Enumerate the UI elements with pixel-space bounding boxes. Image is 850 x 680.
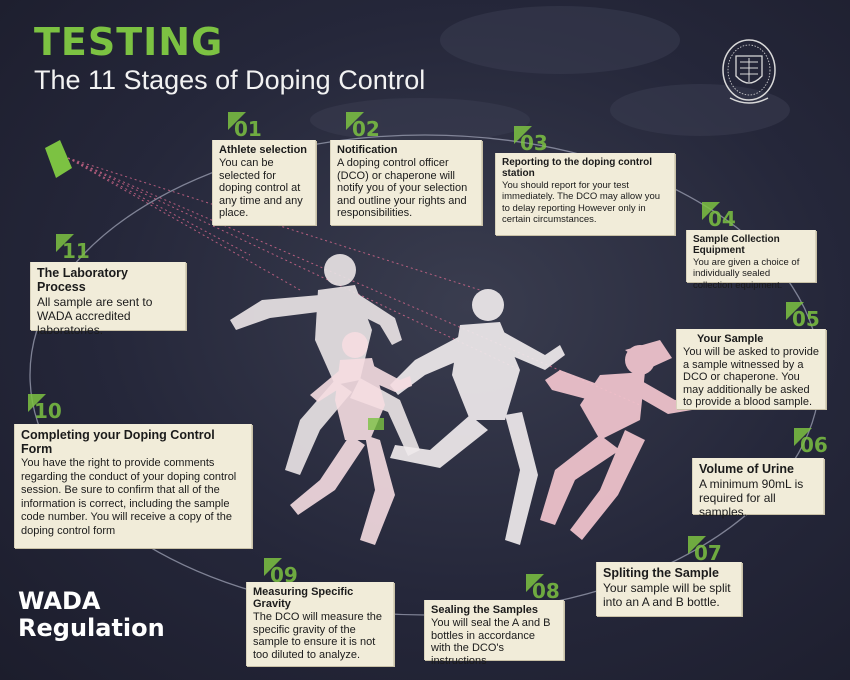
runner-silhouettes — [230, 254, 692, 545]
stage-title: Spliting the Sample — [603, 566, 719, 580]
stage-text: All sample are sent to WADA accredited l… — [37, 295, 153, 337]
stage-text: You have the right to provide comments r… — [21, 457, 237, 537]
stage-title: Athlete selection — [219, 144, 308, 156]
green-flag-icon — [45, 140, 72, 178]
background-clouds — [310, 6, 790, 142]
stage-title: Sample Collection Equipment — [693, 234, 780, 256]
stage-card-laboratory-process: The Laboratory Process All sample are se… — [30, 262, 186, 337]
stage-card-spliting-sample: Spliting the Sample Your sample will be … — [596, 562, 742, 616]
stage-title: Your Sample — [697, 333, 764, 345]
stage-number-05: 05 — [786, 302, 824, 332]
stage-card-volume-of-urine: Volume of Urine A minimum 90mL is requir… — [692, 458, 824, 519]
stage-title: Completing your Doping Control Form — [21, 428, 215, 456]
stage-card-sealing-samples: Sealing the Samples You will seal the A … — [424, 600, 564, 667]
stage-number-10: 10 — [28, 394, 66, 424]
stage-text: The DCO will measure the specific gravit… — [253, 611, 382, 661]
stage-text: You should report for your test immediat… — [502, 180, 661, 225]
page-subtitle: The 11 Stages of Doping Control — [34, 65, 426, 95]
stage-text: Your sample will be split into an A and … — [603, 581, 731, 609]
stage-text: You will seal the A and B bottles in acc… — [431, 617, 551, 667]
stage-card-collection-equipment: Sample Collection Equipment You are give… — [686, 230, 816, 291]
stage-card-notification: Notification A doping control officer (D… — [330, 140, 482, 225]
stage-title: Reporting to the doping control station — [502, 157, 652, 179]
stage-number-07: 07 — [688, 536, 726, 566]
stage-text: You are given a choice of individually s… — [693, 257, 800, 291]
stage-title: The Laboratory Process — [37, 266, 128, 294]
stage-title: Sealing the Samples — [431, 604, 538, 616]
stage-card-reporting: Reporting to the doping control station … — [495, 153, 675, 235]
footer-line-1: WADA — [18, 587, 101, 615]
stage-number-11: 11 — [56, 234, 94, 264]
stage-title: Measuring Specific Gravity — [253, 586, 354, 610]
stage-text: You will be asked to provide a sample wi… — [683, 346, 819, 408]
stage-text: You can be selected for doping control a… — [219, 157, 303, 219]
stage-number-01: 01 — [228, 112, 266, 142]
runner-1-silhouette — [230, 254, 420, 475]
stage-text: A minimum 90mL is required for all sampl… — [699, 477, 804, 519]
stage-number-06: 06 — [794, 428, 832, 458]
runner-2-silhouette — [390, 289, 565, 545]
stage-title: Notification — [337, 144, 398, 156]
stage-card-specific-gravity: Measuring Specific Gravity The DCO will … — [246, 582, 394, 666]
runner-3-silhouette — [540, 340, 692, 540]
footer-wada-regulation: WADA Regulation — [18, 588, 165, 642]
footer-line-2: Regulation — [18, 614, 165, 642]
runner-green-badge — [368, 418, 384, 430]
stage-title: Volume of Urine — [699, 462, 794, 476]
crest-seal-icon — [722, 39, 776, 104]
stage-number-04: 04 — [702, 202, 740, 232]
stage-number-08: 08 — [526, 574, 564, 604]
stage-text: A doping control officer (DCO) or chaper… — [337, 157, 468, 219]
stage-card-athlete-selection: Athlete selection You can be selected fo… — [212, 140, 316, 225]
stage-card-doping-control-form: Completing your Doping Control Form You … — [14, 424, 252, 548]
page-title: TESTING — [34, 20, 224, 64]
stage-number-03: 03 — [514, 126, 552, 156]
stage-number-02: 02 — [346, 112, 384, 142]
stage-card-your-sample: Your Sample You will be asked to provide… — [676, 329, 826, 409]
